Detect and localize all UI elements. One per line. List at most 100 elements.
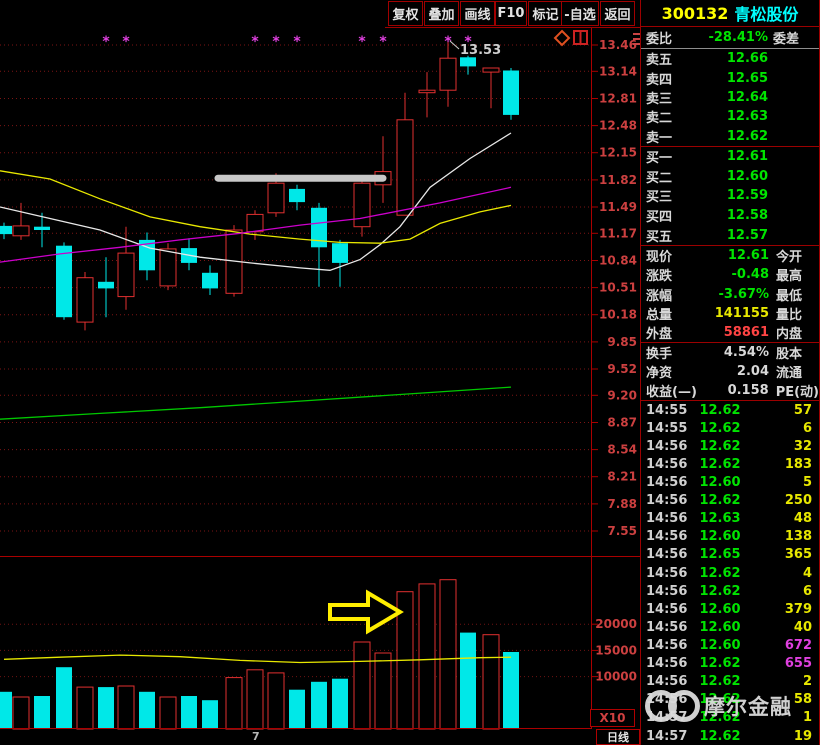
tick-row: 14:56 12.60 672 — [641, 636, 819, 654]
volume-axis-label: 15000 — [595, 643, 637, 657]
weibi-value: -28.41% — [708, 30, 768, 45]
tick-row: 14:56 12.62 655 — [641, 655, 819, 673]
quote-row: 外盘 58861 内盘 — [641, 323, 819, 342]
signal-marker-icon: * — [464, 34, 472, 50]
volume-bar-down — [332, 678, 348, 729]
sell-level-row-5: 卖五 12.66 — [641, 49, 819, 68]
diamond-icon[interactable] — [553, 29, 571, 47]
tick-price: 12.60 — [699, 529, 741, 545]
price-axis-label: 11.82 — [599, 173, 637, 187]
sell-level-price: 12.64 — [726, 90, 768, 106]
quote-label: 涨幅 — [646, 288, 673, 304]
fundamental-row: 净资 2.04 流通 — [641, 362, 819, 381]
price-axis-label: 12.81 — [599, 92, 637, 106]
time-sales-list[interactable]: 14:55 12.62 57 14:55 12.62 6 14:56 12.62 32 14:56… — [641, 401, 819, 745]
volume-bar-down — [0, 691, 12, 729]
quote-label: 总量 — [646, 307, 673, 323]
panel-grip-icon[interactable] — [633, 33, 640, 45]
tick-row: 14:56 12.63 48 — [641, 510, 819, 528]
candles — [0, 39, 519, 331]
weicha-label: 委差 — [773, 32, 800, 47]
annotation-arrow-icon[interactable] — [328, 589, 404, 635]
toolbar-button-7[interactable]: 返回 — [600, 1, 635, 26]
volume-bar-up — [482, 634, 500, 730]
quote-value: 141155 — [714, 305, 769, 321]
buy-level-price: 12.60 — [726, 168, 768, 184]
fundamental-label: 净资 — [646, 366, 673, 381]
fundamental-label2: 股本 — [776, 347, 803, 362]
stock-name: 青松股份 — [734, 5, 799, 24]
signal-marker-icon: * — [122, 34, 130, 50]
tick-time: 14:56 — [646, 674, 688, 690]
sell-level-row-4: 卖四 12.65 — [641, 68, 819, 88]
tick-time: 14:56 — [646, 511, 688, 527]
price-axis-label: 8.87 — [607, 416, 637, 430]
toolbar-button-4[interactable]: F10 — [495, 1, 527, 26]
stock-code: 300132 — [661, 3, 729, 23]
fundamental-label: 换手 — [646, 347, 673, 362]
toolbar-button-5[interactable]: 标记 — [528, 1, 563, 26]
buy-level-price: 12.57 — [726, 227, 768, 243]
tick-volume: 365 — [784, 547, 812, 563]
candle-body-down — [56, 245, 72, 318]
volume-bar-up — [267, 672, 285, 730]
tick-volume: 5 — [802, 474, 812, 490]
quote-row: 现价 12.61 今开 — [641, 246, 819, 265]
tick-price: 12.62 — [699, 420, 741, 436]
tick-row: 14:56 12.62 4 — [641, 564, 819, 582]
buy-level-row-1: 买一 12.61 — [641, 147, 819, 167]
tick-volume: 1 — [802, 710, 812, 726]
order-imbalance-row: 委比 -28.41% 委差 — [641, 27, 819, 49]
tick-volume: 4 — [802, 565, 812, 581]
candle-body-down — [460, 57, 476, 67]
tick-volume: 57 — [793, 402, 812, 418]
tick-volume: 19 — [793, 728, 812, 744]
toolbar: 复权 叠加 画线 F10 标记 -自选 返回 — [385, 0, 640, 28]
price-axis-label: 10.84 — [599, 254, 637, 268]
price-axis-label: 11.49 — [599, 200, 637, 214]
volume-chart[interactable]: 20000 15000 10000 — [0, 556, 640, 730]
volume-bars — [0, 579, 519, 730]
signal-marker-icon: * — [379, 34, 387, 50]
buy-level-row-2: 买二 12.60 — [641, 167, 819, 187]
buy-level-label: 买四 — [646, 210, 673, 226]
volume-bar-down — [289, 689, 305, 729]
candlestick-chart[interactable]: 13.46 13.14 12.81 12.48 12.15 11.82 11.49 11.17… — [0, 28, 640, 556]
candle-body-up — [396, 119, 414, 216]
tick-volume: 250 — [784, 493, 812, 509]
tick-row: 14:56 12.60 5 — [641, 473, 819, 491]
volume-bar-up — [12, 696, 30, 730]
tick-price: 12.60 — [699, 619, 741, 635]
watermark-text: 摩尔金融 — [704, 695, 792, 719]
sell-level-label: 卖一 — [646, 130, 673, 146]
quote-label2: 今开 — [776, 250, 803, 266]
buy-level-price: 12.58 — [726, 208, 768, 224]
volume-bar-down — [56, 667, 72, 729]
tick-volume: 40 — [793, 619, 812, 635]
toolbar-button-3[interactable]: 画线 — [460, 1, 495, 26]
price-axis-label: 13.14 — [599, 64, 637, 78]
signal-marker-icon: * — [358, 34, 366, 50]
toolbar-button-2[interactable]: 叠加 — [424, 1, 459, 26]
tick-volume: 672 — [784, 637, 812, 653]
tick-time: 14:56 — [646, 601, 688, 617]
tick-row: 14:56 12.62 32 — [641, 437, 819, 455]
tick-row: 14:56 12.62 2 — [641, 673, 819, 691]
volume-bar-up — [353, 641, 371, 730]
candle-body-down — [34, 226, 50, 230]
quote-label2: 最高 — [776, 269, 803, 285]
volume-bar-down — [181, 696, 197, 729]
sell-level-price: 12.62 — [726, 128, 768, 144]
toolbar-button-6[interactable]: -自选 — [561, 1, 599, 26]
fundamentals: 换手 4.54% 股本 净资 2.04 流通 收益(—) 0.158 PE(动) — [641, 343, 819, 401]
volume-unit-label: X10 — [590, 709, 635, 727]
period-high-label: 13.53 — [460, 43, 501, 58]
quote-value: 12.61 — [727, 248, 769, 264]
quote-row: 总量 141155 量比 — [641, 304, 819, 323]
toolbar-button-1[interactable]: 复权 — [388, 1, 423, 26]
period-selector[interactable]: 日线 — [596, 729, 640, 745]
tick-price: 12.62 — [699, 493, 741, 509]
candle-body-down — [98, 281, 114, 289]
quote-value: -0.48 — [731, 267, 769, 283]
candle-body-down — [139, 239, 155, 271]
